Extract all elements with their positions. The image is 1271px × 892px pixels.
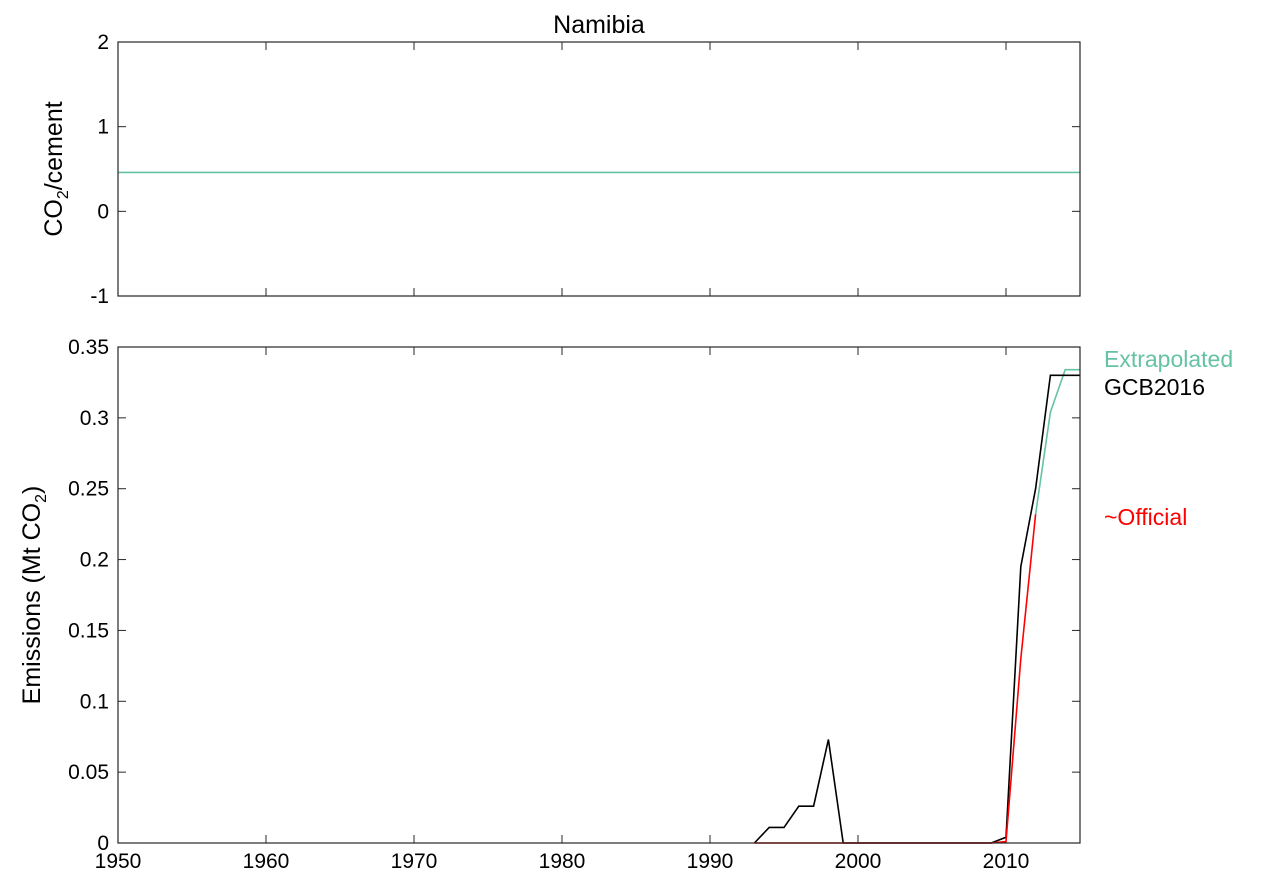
y-tick-label: 0 [97,200,109,223]
legend-label-gcb2016: GCB2016 [1104,374,1205,400]
x-tick-label: 2010 [983,850,1030,873]
x-tick-label: 1990 [687,850,734,873]
axes-box [117,346,1081,844]
y-axis-label: Emissions (Mt CO2) [18,486,50,705]
axes-box [117,41,1081,297]
y-tick-label: -1 [90,285,109,308]
y-tick-label: 0.35 [68,336,109,359]
x-tick-label: 1980 [539,850,586,873]
y-tick-label: 0.1 [80,690,109,713]
y-tick-label: 0 [97,832,109,855]
x-tick-label: 2000 [835,850,882,873]
legend-label-official: ~Official [1104,504,1187,530]
x-tick-label: 1970 [391,850,438,873]
y-tick-label: 0.25 [68,478,109,501]
panel-ratio: -1 0 1 2 CO2/cement [40,31,1081,308]
y-axis-label: CO2/cement [40,101,72,236]
panel-emissions: 1950 1960 1970 1980 1990 2000 2010 0 0.05 0.1 0.15… [18,336,1081,873]
y-tick-label: 0.2 [80,549,109,572]
series-line-gcb2016 [753,374,1080,844]
y-tick-label: 2 [97,31,109,54]
y-tick-label: 1 [97,116,109,139]
legend-label-extrapolated: Extrapolated [1104,346,1233,372]
x-tick-label: 1950 [95,850,142,873]
y-tick-label: 0.05 [68,761,109,784]
y-tick-label: 0.15 [68,619,109,642]
chart-title: Namibia [553,11,645,39]
series-line-official [754,514,1037,844]
series-line-extrapolated [1034,368,1080,515]
x-tick-label: 1960 [243,850,290,873]
y-tick-label: 0.3 [80,407,109,430]
